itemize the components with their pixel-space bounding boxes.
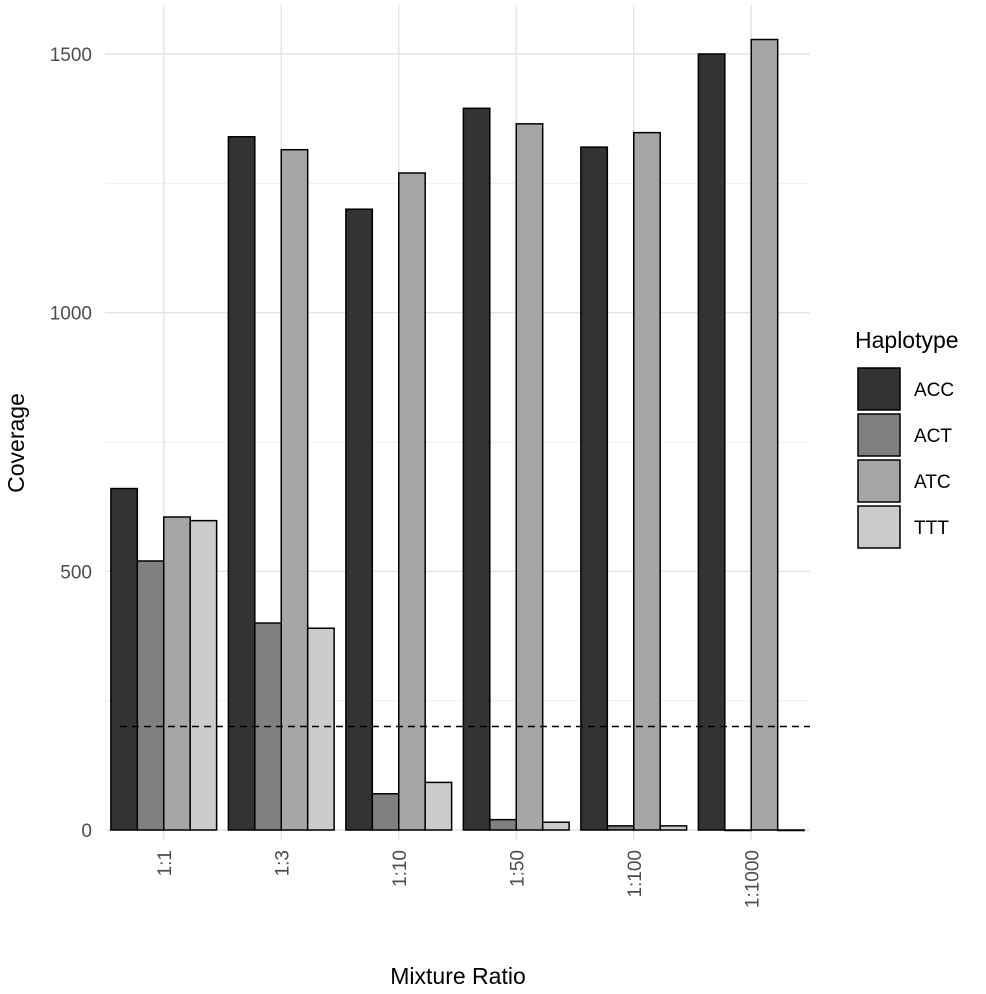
- bars: [110, 38, 805, 832]
- x-tick-label: 1:1: [155, 850, 176, 876]
- bar-ACC-1:100: [580, 146, 609, 831]
- bar-TTT-1:10: [424, 781, 453, 831]
- bar-TTT-1:100: [659, 825, 688, 831]
- x-tick-label: 1:3: [272, 850, 293, 876]
- legend-items: ACC ACT ATC TTT: [857, 367, 954, 549]
- x-tick-label: 1:100: [625, 850, 646, 898]
- bar-ACC-1:50: [462, 107, 491, 831]
- bar-TTT-1:3: [306, 627, 335, 831]
- x-tick-label: 1:10: [390, 850, 411, 887]
- legend-label-ACC: ACC: [914, 380, 954, 401]
- x-axis-ticks: 1:1 1:3 1:10 1:50 1:100 1:1000: [155, 850, 764, 908]
- bar-ACC-1:1: [110, 487, 139, 831]
- x-tick-label: 1:50: [507, 850, 528, 887]
- bar-ATC-1:1: [163, 516, 191, 831]
- legend-swatch-ACT: [857, 413, 901, 457]
- legend-swatch-ATC: [857, 459, 901, 503]
- bar-TTT-1:50: [541, 821, 570, 831]
- x-tick-label: 1:1000: [742, 850, 763, 908]
- legend-label-TTT: TTT: [914, 518, 949, 539]
- bar-ACT-1:1000: [724, 829, 752, 832]
- bar-ACT-1:50: [489, 818, 517, 831]
- bar-ACC-1:1000: [697, 53, 726, 831]
- y-axis-title: Coverage: [3, 393, 29, 493]
- bar-ATC-1:100: [633, 131, 661, 831]
- y-tick-label: 1000: [50, 304, 92, 325]
- y-axis-ticks: 0 500 1000 1500: [50, 45, 92, 842]
- legend-title: Haplotype: [855, 327, 959, 353]
- bar-ACT-1:100: [606, 825, 635, 831]
- y-tick-label: 0: [81, 821, 92, 842]
- y-tick-label: 500: [60, 562, 92, 583]
- bar-ATC-1:1000: [750, 38, 779, 831]
- bar-TTT-1:1: [189, 519, 218, 831]
- bar-ACT-1:10: [371, 793, 400, 831]
- legend-label-ACT: ACT: [914, 426, 952, 447]
- x-axis-title: Mixture Ratio: [390, 963, 525, 989]
- y-tick-label: 1500: [50, 45, 92, 66]
- legend-swatch-TTT: [857, 505, 901, 549]
- bar-ATC-1:3: [280, 148, 309, 831]
- legend-swatch-ACC: [857, 367, 901, 411]
- legend: Haplotype ACC ACT ATC TTT: [855, 327, 959, 549]
- bar-ACC-1:10: [345, 208, 374, 831]
- bar-ACT-1:1: [136, 560, 165, 831]
- bar-ACC-1:3: [227, 136, 256, 831]
- bar-ATC-1:10: [398, 172, 426, 831]
- bar-TTT-1:1000: [776, 829, 805, 832]
- legend-label-ATC: ATC: [914, 472, 951, 493]
- bar-ATC-1:50: [515, 123, 544, 831]
